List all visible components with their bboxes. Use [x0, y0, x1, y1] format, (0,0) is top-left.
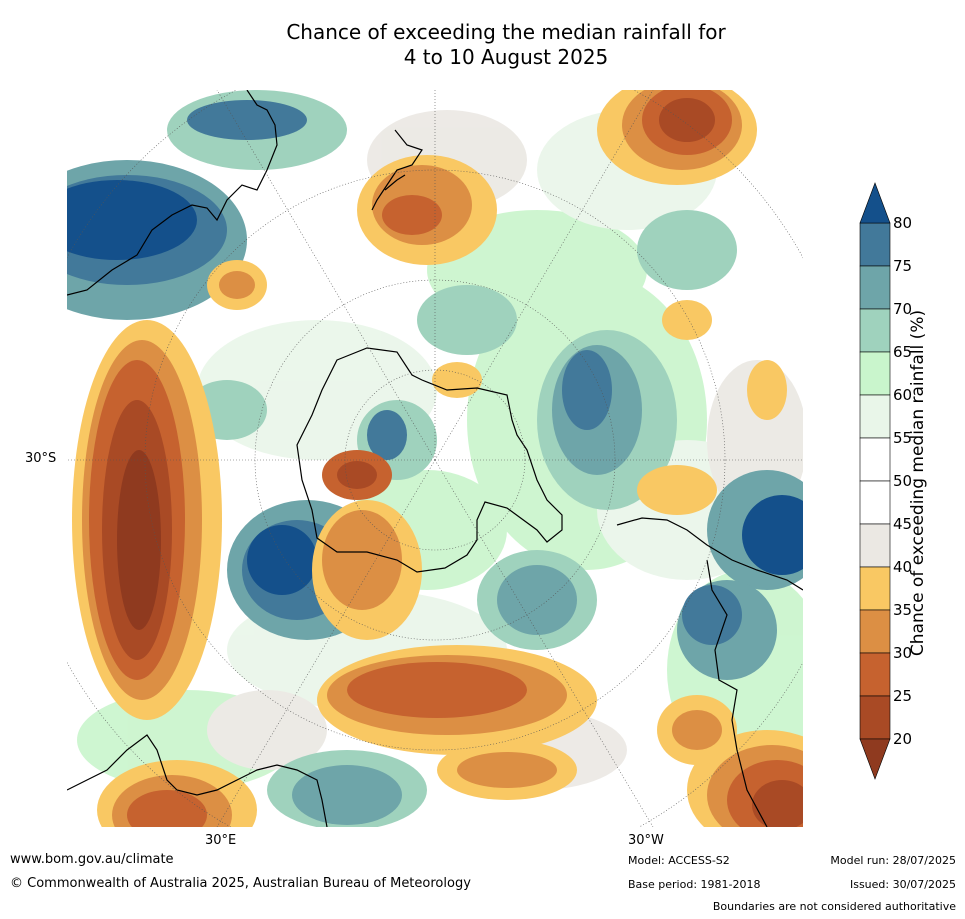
colorbar-tick-label: 50	[893, 472, 913, 490]
africa-coastline	[67, 734, 328, 827]
colorbar-bin	[859, 394, 891, 439]
colorbar-bin	[859, 523, 891, 568]
colorbar-tick-label: 40	[893, 558, 913, 576]
graticule	[67, 90, 803, 827]
australia-coastline	[67, 90, 278, 296]
map-canvas	[67, 90, 803, 827]
colorbar-tick-label: 45	[893, 515, 913, 533]
colorbar-bin	[859, 265, 891, 310]
longitude-label-30w: 30°W	[628, 833, 664, 848]
rainfall-probability-map	[67, 90, 803, 827]
colorbar-tick-label: 60	[893, 386, 913, 404]
colorbar-bin	[859, 609, 891, 654]
colorbar-tick-label: 25	[893, 687, 913, 705]
title-line-2: 4 to 10 August 2025	[403, 45, 609, 69]
colorbar-tick-label: 70	[893, 300, 913, 318]
colorbar-bin	[859, 222, 891, 267]
base-period: Base period: 1981-2018	[628, 878, 761, 891]
colorbar-bin	[859, 480, 891, 525]
colorbar-label: Chance of exceeding median rainfall (%)	[908, 309, 928, 657]
map-title: Chance of exceeding the median rainfall …	[0, 20, 965, 70]
colorbar-tick-label: 75	[893, 257, 913, 275]
colorbar-bin	[859, 351, 891, 396]
new-zealand-coastline	[371, 129, 423, 211]
colorbar-bin	[859, 308, 891, 353]
colorbar	[859, 182, 891, 780]
colorbar-bin	[859, 566, 891, 611]
antarctica-coastline	[296, 347, 563, 573]
copyright-text: © Commonwealth of Australia 2025, Austra…	[10, 876, 471, 891]
colorbar-bin	[859, 437, 891, 482]
issued-date: Issued: 30/07/2025	[849, 878, 956, 891]
model-name: Model: ACCESS-S2	[628, 854, 730, 867]
model-run-date: Model run: 28/07/2025	[830, 854, 956, 867]
title-line-1: Chance of exceeding the median rainfall …	[286, 20, 726, 44]
field-dry-anomaly	[72, 90, 803, 827]
website-url: www.bom.gov.au/climate	[10, 852, 174, 867]
colorbar-tick-label: 55	[893, 429, 913, 447]
longitude-label-30e: 30°E	[205, 833, 237, 848]
colorbar-bin	[859, 652, 891, 697]
colorbar-arrow-bottom	[859, 738, 891, 780]
field-wet-anomaly	[67, 90, 803, 827]
colorbar-tick-label: 20	[893, 730, 913, 748]
colorbar-tick-label: 35	[893, 601, 913, 619]
south-america-coastline	[616, 517, 803, 827]
colorbar-arrow-top	[859, 182, 891, 224]
boundaries-disclaimer: Boundaries are not considered authoritat…	[712, 900, 956, 913]
colorbar-tick-label: 80	[893, 214, 913, 232]
colorbar-tick-label: 65	[893, 343, 913, 361]
colorbar-bin	[859, 695, 891, 740]
latitude-label-30s: 30°S	[25, 451, 57, 466]
colorbar-tick-label: 30	[893, 644, 913, 662]
